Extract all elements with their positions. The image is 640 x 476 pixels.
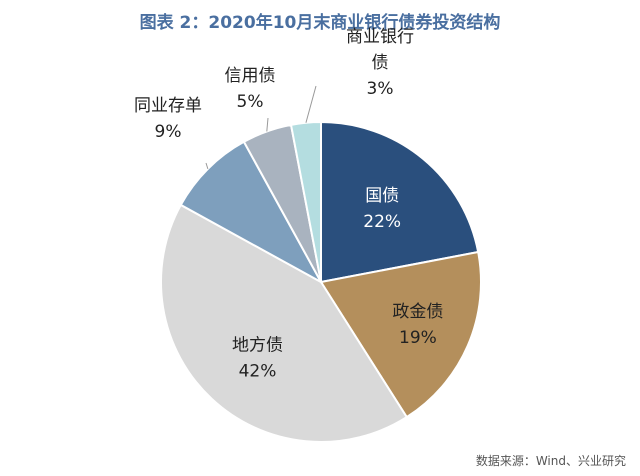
leader-line-6: [305, 85, 317, 123]
slice-label-3: 地方债 42%: [232, 336, 283, 382]
pie-slice-3: [160, 203, 409, 443]
pie-slice-1: [320, 120, 480, 284]
slice-label-2: 政金债 19%: [392, 302, 443, 348]
pie-slice-2: [319, 250, 482, 419]
slice-label-6: 商业银行债 3%: [346, 27, 414, 99]
slice-label-5: 信用债 5%: [225, 66, 276, 112]
chart-title: 图表 2：2020年10月末商业银行债券投资结构: [139, 13, 501, 33]
leader-line-4: [205, 162, 209, 170]
leader-line-5: [266, 117, 269, 132]
slice-label-1: 国债 22%: [363, 186, 401, 232]
slice-label-4: 同业存单 9%: [134, 96, 202, 142]
pie-slice-4: [179, 140, 324, 285]
source-note: 数据来源：Wind、兴业研究: [475, 454, 626, 468]
